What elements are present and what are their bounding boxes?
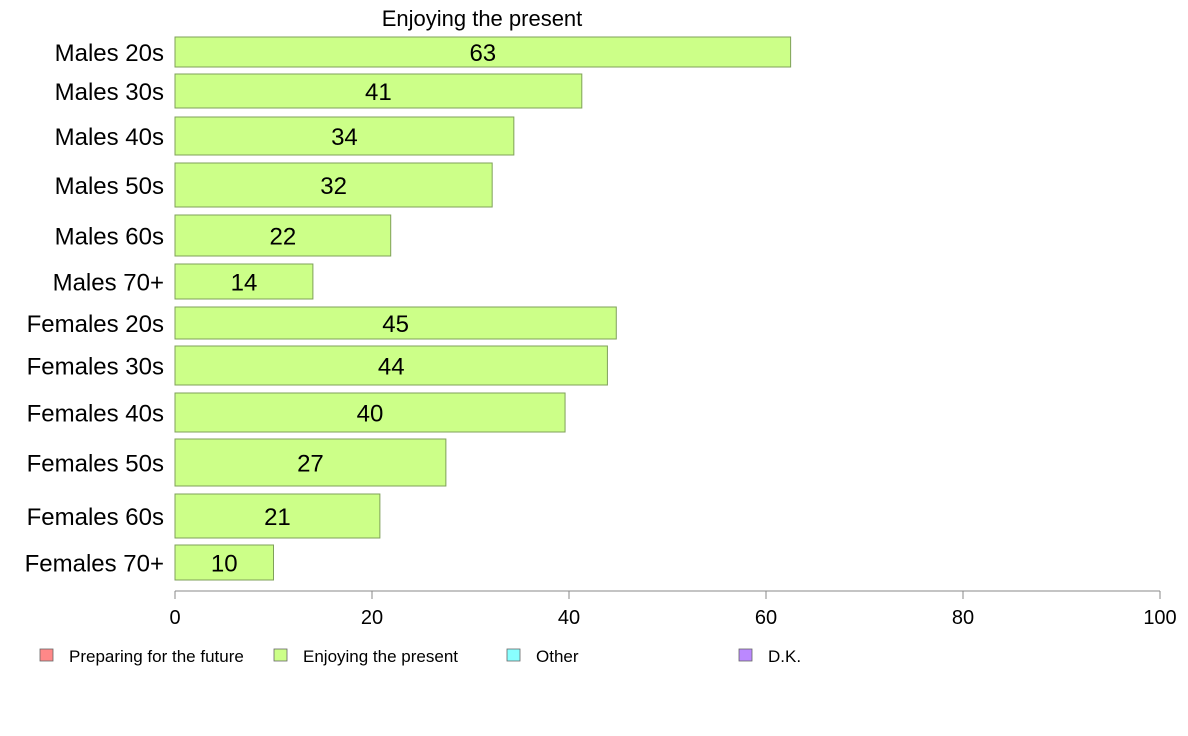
category-label: Males 60s bbox=[55, 224, 164, 251]
category-label: Females 70+ bbox=[25, 551, 164, 578]
bar-10 bbox=[174, 493, 381, 539]
legend-label: D.K. bbox=[768, 647, 801, 666]
chart-title: Enjoying the present bbox=[382, 6, 583, 31]
x-tick-label: 20 bbox=[361, 607, 383, 629]
legend-swatch bbox=[738, 648, 753, 662]
category-label: Males 20s bbox=[55, 40, 164, 67]
bar-value-label: 32 bbox=[320, 173, 347, 200]
bar-value-label: 45 bbox=[382, 311, 409, 338]
category-label: Males 70+ bbox=[53, 270, 164, 297]
x-tick-label: 100 bbox=[1143, 607, 1176, 629]
legend-swatch bbox=[273, 648, 288, 662]
category-label: Females 30s bbox=[27, 354, 164, 381]
legend-label: Other bbox=[536, 647, 579, 666]
legend-swatch bbox=[506, 648, 521, 662]
category-label: Males 50s bbox=[55, 173, 164, 200]
bar-0 bbox=[174, 36, 792, 68]
bars: 63 Males 20s 41 Males 30s 34 Males 40s 32 Males… bbox=[25, 36, 792, 581]
category-label: Males 40s bbox=[55, 124, 164, 151]
category-label: Females 40s bbox=[27, 401, 164, 428]
bar-value-label: 22 bbox=[270, 224, 297, 251]
category-label: Females 20s bbox=[27, 311, 164, 338]
bar-2 bbox=[174, 116, 515, 156]
x-tick-label: 0 bbox=[169, 607, 180, 629]
bar-value-label: 14 bbox=[231, 270, 258, 297]
legend-label: Preparing for the future bbox=[69, 647, 244, 666]
bar-9 bbox=[174, 438, 447, 487]
bar-value-label: 10 bbox=[211, 551, 238, 578]
bar-value-label: 63 bbox=[469, 40, 496, 67]
x-tick-label: 60 bbox=[755, 607, 777, 629]
bar-value-label: 40 bbox=[357, 401, 384, 428]
x-tick-label: 40 bbox=[558, 607, 580, 629]
bar-7 bbox=[174, 345, 608, 386]
bar-4 bbox=[174, 214, 392, 257]
bar-8 bbox=[174, 392, 566, 433]
legend: Preparing for the future Enjoying the pre… bbox=[39, 647, 801, 666]
category-label: Males 30s bbox=[55, 79, 164, 106]
x-axis: 0 20 40 60 80 100 bbox=[169, 590, 1177, 629]
category-label: Females 50s bbox=[27, 451, 164, 478]
category-label: Females 60s bbox=[27, 504, 164, 531]
bar-1 bbox=[174, 73, 583, 109]
bar-value-label: 34 bbox=[331, 124, 358, 151]
bar-value-label: 41 bbox=[365, 79, 392, 106]
bar-6 bbox=[174, 306, 617, 340]
bar-value-label: 21 bbox=[264, 504, 291, 531]
bar-3 bbox=[174, 162, 493, 208]
x-tick-label: 80 bbox=[952, 607, 974, 629]
bar-5 bbox=[174, 263, 314, 300]
bar-11 bbox=[174, 544, 274, 581]
bar-value-label: 27 bbox=[297, 451, 324, 478]
bar-value-label: 44 bbox=[378, 354, 405, 381]
legend-swatch bbox=[39, 648, 54, 662]
legend-label: Enjoying the present bbox=[303, 647, 458, 666]
